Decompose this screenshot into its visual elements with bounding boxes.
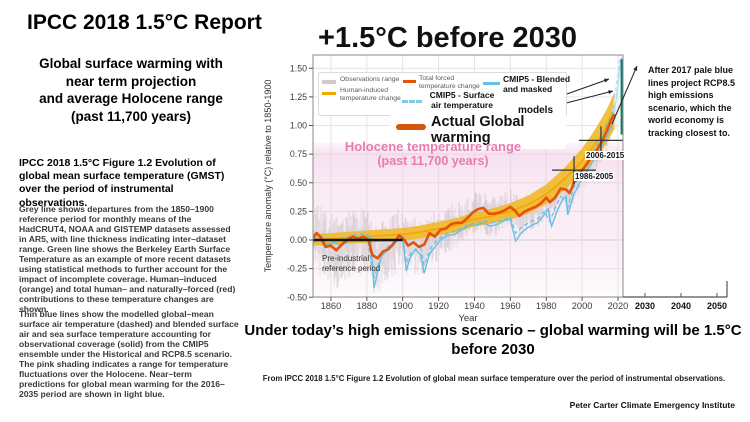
period-marker-2006-2015: 2006-2015	[585, 151, 626, 160]
models-label: models	[518, 105, 554, 116]
svg-text:-0.25: -0.25	[287, 264, 307, 274]
svg-text:-0.50: -0.50	[287, 292, 307, 302]
holocene-range-label: Holocene temperature range (past 11,700 …	[330, 139, 536, 168]
observations-range-swatch	[322, 80, 336, 84]
preindustrial-label: Pre-industrial reference period	[322, 254, 381, 273]
actual-warming-swatch	[396, 124, 426, 130]
legend-cmip5-blended-label: CMIP5 - Blended and masked	[503, 74, 571, 94]
cmip5-surface-swatch	[402, 100, 422, 103]
svg-text:1.00: 1.00	[290, 121, 307, 131]
temperature-chart: 1860 1880 1900 1920 1940 1960 1980 2000 2020 -0.5…	[287, 54, 728, 324]
svg-text:2000: 2000	[572, 301, 593, 311]
svg-text:1960: 1960	[500, 301, 521, 311]
legend-cmip5-surface-label: CMIP5 - Surface air temperature	[429, 90, 495, 110]
chart-title: +1.5°C before 2030	[318, 22, 578, 54]
svg-text:0.25: 0.25	[290, 206, 307, 216]
subtitle-line: (past 11,700 years)	[70, 108, 192, 124]
chart-legend	[318, 72, 567, 116]
total-forced-swatch	[403, 80, 416, 83]
credit-line: Peter Carter Climate Emergency Institute	[569, 400, 735, 410]
y-axis-label: Temperature anomaly (°C) relative to 185…	[263, 79, 273, 273]
svg-text:1880: 1880	[356, 301, 377, 311]
svg-text:2050: 2050	[707, 301, 727, 311]
bottom-headline: Under today’s high emissions scenario – …	[244, 322, 742, 358]
page-title: IPCC 2018 1.5°C Report	[27, 11, 262, 34]
figure-description-observations: Grey line shows departures from the 1850…	[19, 204, 236, 314]
actual-warming-callout	[390, 115, 566, 149]
svg-text:1860: 1860	[321, 301, 342, 311]
svg-text:2020: 2020	[608, 301, 629, 311]
after-2017-note: After 2017 pale blue lines project RCP8.…	[648, 65, 736, 138]
svg-text:0.50: 0.50	[290, 178, 307, 188]
period-marker-1986-2005: 1986-2005	[574, 172, 615, 181]
legend-human-induced-label: Human-induced temperature change	[340, 87, 401, 102]
cmip5-blended-swatch	[483, 82, 500, 85]
subtitle-line: near term projection	[65, 73, 197, 89]
legend-total-forced-label: Total forced temperature change	[419, 75, 480, 90]
holocene-range-title: Holocene temperature range	[344, 139, 522, 154]
svg-text:2030: 2030	[635, 301, 655, 311]
svg-text:1.25: 1.25	[290, 92, 307, 102]
svg-text:1980: 1980	[536, 301, 557, 311]
svg-text:1920: 1920	[428, 301, 449, 311]
svg-text:0.00: 0.00	[290, 235, 307, 245]
slide-subtitle: Global surface warming with near term pr…	[22, 55, 240, 125]
svg-text:1940: 1940	[464, 301, 485, 311]
holocene-range-subtitle: (past 11,700 years)	[377, 154, 489, 168]
subtitle-line: Global surface warming with	[39, 56, 223, 71]
svg-text:Year: Year	[458, 313, 477, 324]
subtitle-line: and average Holocene range	[39, 91, 223, 106]
svg-text:2040: 2040	[671, 301, 691, 311]
human-induced-swatch	[322, 92, 336, 95]
svg-text:0.75: 0.75	[290, 149, 307, 159]
figure-heading: IPCC 2018 1.5°C Figure 1.2 Evolution of …	[19, 157, 225, 209]
actual-warming-label: Actual Global warming	[431, 114, 525, 146]
source-caption: From IPCC 2018 1.5°C Figure 1.2 Evolutio…	[262, 374, 726, 383]
svg-text:1900: 1900	[392, 301, 413, 311]
figure-description-models: Thin blue lines show the modelled global…	[19, 309, 239, 399]
legend-observations-label: Observations range	[340, 76, 400, 83]
svg-text:1.50: 1.50	[290, 63, 307, 73]
